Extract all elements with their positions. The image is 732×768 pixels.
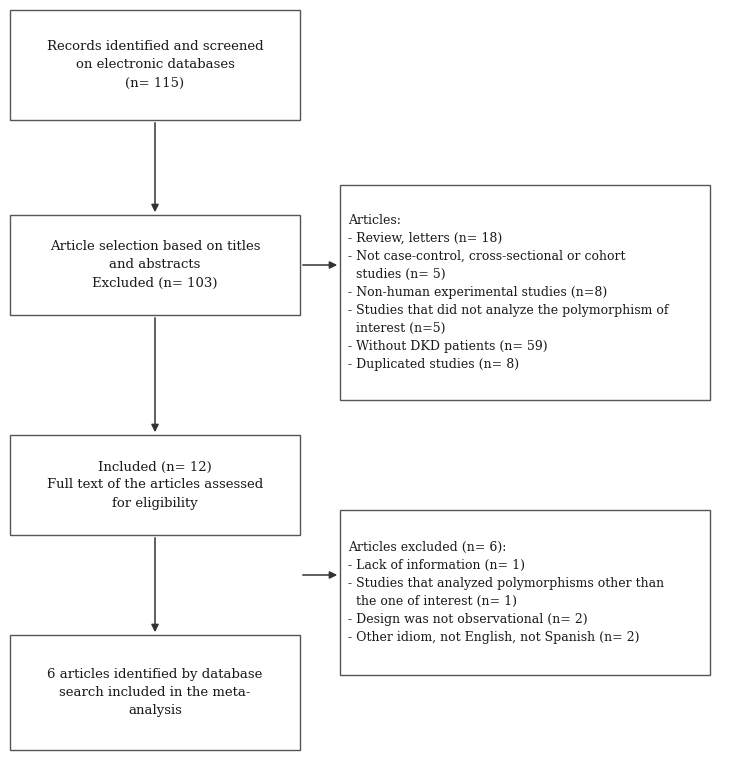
Bar [10,635,300,750]
Bar [10,215,300,315]
Text: Articles excluded (n= 6):
- Lack of information (n= 1)
- Studies that analyzed p: Articles excluded (n= 6): - Lack of info… [348,541,664,644]
Bar [340,185,710,400]
Text: 6 articles identified by database
search included in the meta-
analysis: 6 articles identified by database search… [48,668,263,717]
Bar [10,435,300,535]
Text: Records identified and screened
on electronic databases
(n= 115): Records identified and screened on elect… [47,41,264,90]
Bar [10,10,300,120]
Text: Article selection based on titles
and abstracts
Excluded (n= 103): Article selection based on titles and ab… [50,240,261,290]
Text: Included (n= 12)
Full text of the articles assessed
for eligibility: Included (n= 12) Full text of the articl… [47,461,263,509]
Text: Articles:
- Review, letters (n= 18)
- Not case-control, cross-sectional or cohor: Articles: - Review, letters (n= 18) - No… [348,214,668,371]
Bar [340,510,710,675]
